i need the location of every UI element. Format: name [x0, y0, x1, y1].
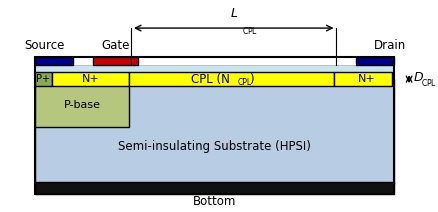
Bar	[35, 182, 393, 194]
Text: Drain: Drain	[373, 39, 405, 52]
Bar	[35, 79, 129, 127]
Bar	[35, 57, 73, 65]
Bar	[35, 65, 393, 72]
Bar	[129, 72, 333, 86]
Text: P+: P+	[36, 74, 50, 84]
Bar	[52, 72, 129, 86]
Text: P-base: P-base	[64, 100, 100, 110]
Text: $\mathregular{CPL}$: $\mathregular{CPL}$	[242, 25, 258, 36]
Text: N+: N+	[357, 74, 374, 84]
Text: Bottom: Bottom	[192, 195, 236, 208]
Bar	[333, 72, 391, 86]
Text: ): )	[248, 73, 253, 85]
Bar	[35, 79, 393, 184]
Text: $D$: $D$	[413, 71, 424, 85]
Bar	[35, 72, 52, 86]
Text: Semi-insulating Substrate (HPSI): Semi-insulating Substrate (HPSI)	[118, 139, 310, 152]
Text: $\mathregular{CPL}$: $\mathregular{CPL}$	[420, 77, 436, 88]
Bar	[355, 57, 393, 65]
Text: Gate: Gate	[101, 39, 129, 52]
Bar	[92, 57, 137, 65]
Text: Source: Source	[24, 39, 64, 52]
Bar	[35, 57, 393, 194]
Text: $L$: $L$	[229, 7, 237, 20]
Text: CPL (N: CPL (N	[191, 73, 229, 85]
Text: N+: N+	[81, 74, 99, 84]
Text: CPL: CPL	[237, 78, 251, 87]
